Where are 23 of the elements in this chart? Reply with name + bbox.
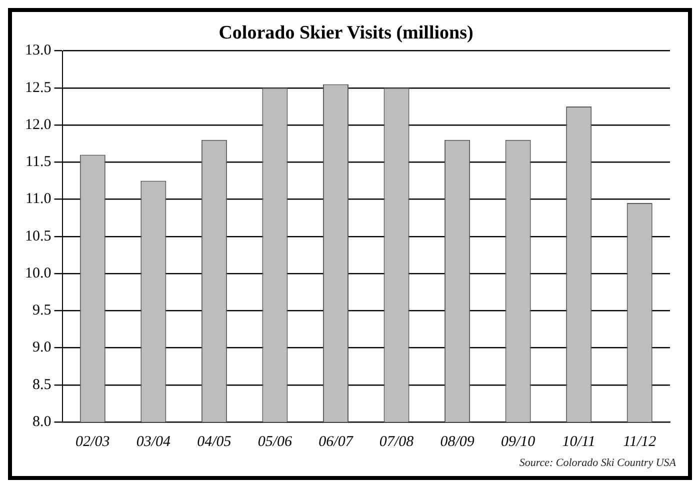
x-tick-label: 08/09 <box>440 434 475 450</box>
y-tick-label: 11.5 <box>26 154 52 170</box>
y-tick-label: 8.0 <box>32 414 52 430</box>
y-tick-label: 10.0 <box>25 265 52 282</box>
y-tick-label: 9.5 <box>32 302 52 319</box>
x-tick-label: 10/11 <box>562 434 596 450</box>
chart-title: Colorado Skier Visits (millions) <box>218 22 474 44</box>
y-tick-label: 12.0 <box>25 116 52 133</box>
x-tick-label: 09/10 <box>500 434 536 450</box>
x-tick-label: 11/12 <box>623 434 657 450</box>
x-tick-label: 02/03 <box>76 434 110 450</box>
y-tick-label: 8.5 <box>32 376 52 393</box>
source-note: Source: Colorado Ski Country USA <box>519 457 676 469</box>
x-tick-label: 04/05 <box>197 434 232 450</box>
y-tick-label: 9.0 <box>32 340 52 356</box>
y-tick-label: 11.0 <box>26 191 52 208</box>
x-tick-label: 07/08 <box>379 434 414 450</box>
y-tick-label: 10.5 <box>25 228 52 244</box>
y-tick-label: 13.0 <box>25 42 52 59</box>
x-tick-label: 06/07 <box>318 434 354 450</box>
x-tick-label: 05/06 <box>258 434 293 450</box>
y-tick-label: 12.5 <box>25 80 52 96</box>
x-tick-label: 03/04 <box>136 434 171 450</box>
